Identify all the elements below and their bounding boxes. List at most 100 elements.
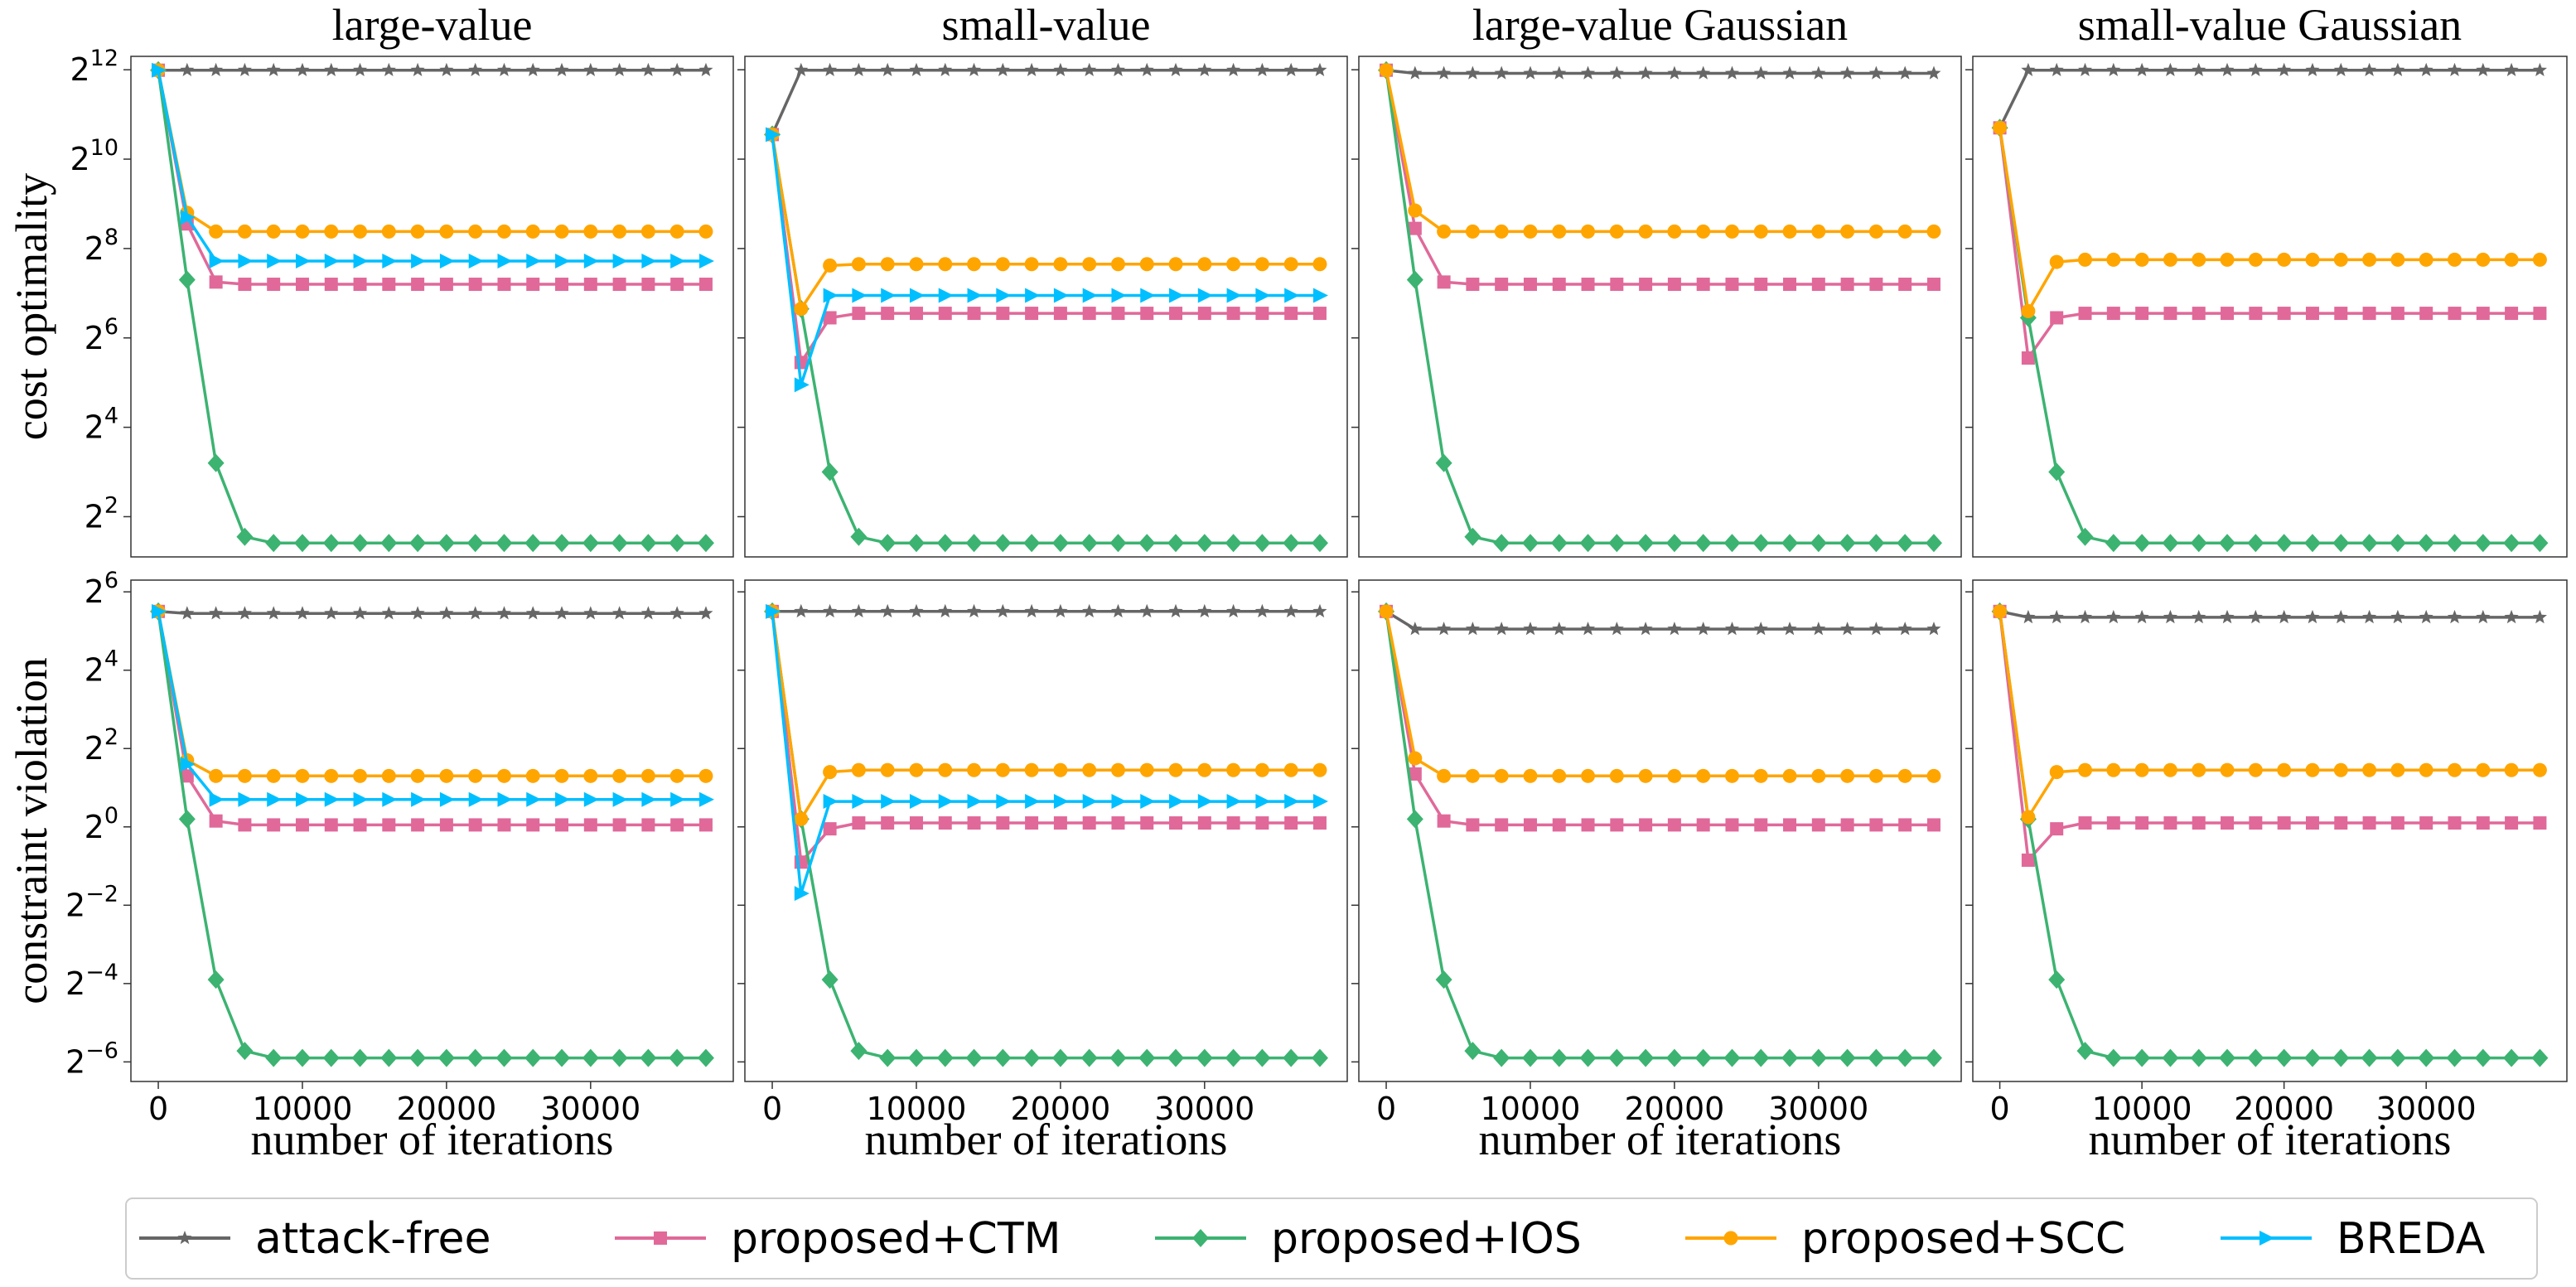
data-point [823,822,837,836]
series-attack-free [765,62,1327,141]
data-point [1051,534,1069,553]
series-proposed-scc [151,604,713,783]
axes-frame [744,56,1348,558]
data-point [965,1048,983,1067]
data-point [409,534,427,553]
data-point [1168,603,1183,618]
data-point [1226,603,1241,618]
data-point [1782,65,1797,80]
data-point [495,534,513,553]
subplot-title: small-value Gaussian [2078,0,2462,50]
data-point [410,606,425,620]
data-point [1111,307,1125,321]
x-axis-label: number of iterations [1479,1115,1842,1164]
series-proposed-scc [1993,604,2547,825]
data-point [821,462,839,481]
data-point [381,62,396,76]
data-point [266,606,281,620]
data-point [2021,351,2035,365]
data-point [2476,252,2491,267]
subplot-cost-3: large-value Gaussian [1351,0,1962,558]
data-point [1897,622,1912,636]
data-point [295,606,310,620]
series-proposed-ctm [152,604,713,832]
data-point [967,62,982,76]
data-point [794,811,809,826]
data-point [2277,762,2292,777]
data-point [1408,203,1423,218]
data-point [995,62,1010,76]
data-point [1724,224,1739,239]
data-point [353,791,369,807]
data-point [1464,1042,1481,1061]
data-point [2305,609,2320,624]
data-point [1053,257,1068,272]
y-tick-label: 212 [70,46,118,88]
data-point [466,534,484,553]
data-point [496,768,511,783]
data-point [823,603,838,618]
data-point [381,224,396,239]
data-point [468,62,483,76]
data-point [1609,65,1624,80]
data-point [1581,622,1596,636]
data-point [2362,307,2376,321]
data-point [583,62,598,76]
data-point [351,534,369,553]
data-point [1284,288,1300,303]
data-point [1783,818,1797,832]
data-point [1926,622,1941,636]
data-point [1840,622,1855,636]
data-point [267,278,281,292]
data-point [2476,307,2490,321]
data-point [266,224,281,239]
series-proposed-ios [764,125,1328,553]
data-point [1696,622,1711,636]
data-point [2106,307,2120,321]
data-point [2332,534,2350,553]
data-point [994,534,1012,553]
data-point [2078,762,2093,777]
data-point [2390,609,2405,624]
data-point [353,253,369,269]
data-point [2221,816,2235,830]
data-point [1225,534,1242,553]
data-point [851,603,866,618]
data-point [2078,307,2092,321]
data-point [2162,534,2179,553]
data-point [380,1048,398,1067]
data-point [525,224,540,239]
subplot-cost-4: small-value Gaussian [1965,0,2568,558]
data-point [2333,609,2348,624]
data-point [295,62,310,76]
data-point [1408,767,1422,781]
data-point [669,606,684,620]
data-point [766,127,781,143]
data-point [209,768,224,783]
data-point [2503,1048,2520,1067]
data-point [823,311,837,325]
data-point [1694,1048,1712,1067]
legend-item-breda: BREDA [2221,1214,2486,1264]
data-point [1783,278,1797,292]
data-point [497,791,513,807]
data-point [1284,816,1298,830]
data-point [1696,278,1710,292]
data-point [1226,62,1241,76]
data-point [1197,288,1213,303]
series-breda [152,603,714,807]
data-point [881,816,895,830]
data-point [669,1048,686,1067]
data-point [2390,307,2404,321]
data-point [1639,278,1653,292]
data-point [1609,768,1624,783]
series-proposed-scc [765,127,1327,317]
data-point [1579,534,1597,553]
data-point [1140,794,1156,810]
data-point [938,288,954,303]
data-point [852,794,868,810]
data-point [2219,534,2236,553]
data-point [794,62,809,76]
data-point [1197,62,1212,76]
data-point [1464,527,1481,546]
